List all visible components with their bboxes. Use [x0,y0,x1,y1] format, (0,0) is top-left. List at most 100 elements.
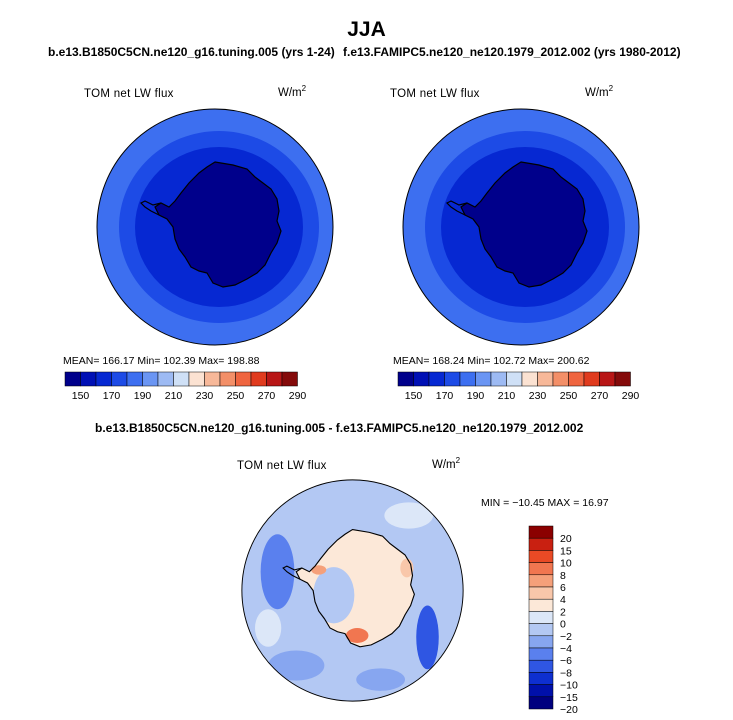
units-diff: W/m2 [432,456,461,471]
case-title-right: f.e13.FAMIPC5.ne120_ne120.1979_2012.002 … [343,45,681,59]
right-cbar-tick-label: 230 [529,390,547,402]
diff-cbar-swatch [528,550,554,563]
diff-cbar-swatch [528,562,554,576]
left-cbar-swatch [157,371,174,387]
right-cbar-swatch [490,371,507,387]
diff-cbar-tick-label: 10 [560,558,572,570]
diff-cbar-swatch [528,647,554,661]
left-cbar-tick-label: 250 [227,390,245,402]
right-cbar-swatch [459,371,476,387]
left-cbar-swatch [250,371,267,387]
diff-anomaly-region [255,609,282,647]
right-cbar-tick-label: 210 [498,390,516,402]
left-cbar-tick-label: 230 [196,390,214,402]
left-cbar-swatch [219,371,236,387]
panel-label-right: TOM net LW flux [390,88,480,100]
diff-anomaly-region [268,650,325,681]
diff-cbar-tick-label: 8 [560,570,566,582]
diff-cbar-tick-label: −10 [560,680,578,692]
right-cbar-swatch [583,371,600,387]
right-cbar-swatch [397,371,414,387]
left-cbar-swatch [142,371,159,387]
right-cbar-swatch [537,371,554,387]
right-continent [461,162,587,287]
stats-right: MEAN= 168.24 Min= 102.72 Max= 200.62 [393,355,590,367]
right-cbar-swatch [599,371,616,387]
right-cbar-tick-label: 170 [436,390,454,402]
left-cbar-swatch [95,371,112,387]
diff-anomaly-region [313,567,355,624]
diff-cbar-tick-label: 6 [560,582,566,594]
stats-diff: MIN = −10.45 MAX = 16.97 [481,497,609,509]
right-cbar-swatch [614,371,631,387]
diff-anomaly-region [345,628,369,643]
case-title-diff: b.e13.B1850C5CN.ne120_g16.tuning.005 - f… [95,421,584,435]
diff-cbar-tick-label: −15 [560,692,578,704]
right-cbar-swatch [521,371,538,387]
diff-cbar-tick-label: −6 [560,655,572,667]
left-cbar-tick-label: 190 [134,390,152,402]
left-coastline [154,161,282,288]
left-cbar-tick-label: 150 [72,390,90,402]
left-cbar-swatch [80,371,97,387]
left-continent [155,162,281,287]
diff-cbar-swatch [528,684,554,698]
left-cbar-swatch [204,371,221,387]
diff-cbar-swatch [528,574,554,588]
diff-cbar-swatch [528,696,554,710]
case-title-left: b.e13.B1850C5CN.ne120_g16.tuning.005 (yr… [48,45,335,59]
left-cbar-swatch [266,371,283,387]
diff-cbar-tick-label: −8 [560,667,572,679]
colorbar-right: 150 170 190 210 230 250 270 290 [397,371,639,402]
right-cbar-tick-label: 270 [591,390,609,402]
diff-cbar-tick-label: −2 [560,631,572,643]
right-cbar-swatch [552,371,569,387]
diff-anomaly-region [384,502,434,529]
left-cbar-tick-label: 290 [289,390,307,402]
left-cbar-tick-label: 170 [103,390,121,402]
diff-map-border [241,479,464,702]
diff-cbar-tick-label: 15 [560,545,572,557]
diff-peninsula [282,565,303,580]
diff-cbar-swatch [528,659,554,673]
left-cbar-swatch [111,371,128,387]
right-coastline [460,161,588,288]
diff-anomaly-region [356,668,405,691]
right-cbar-swatch [428,371,445,387]
units-left: W/m2 [278,84,307,99]
right-cbar-tick-label: 250 [560,390,578,402]
units-right: W/m2 [585,84,614,99]
diff-cbar-swatch [528,525,554,539]
diff-cbar-swatch [528,611,554,624]
left-cbar-tick-label: 270 [258,390,276,402]
left-cbar-swatch [126,371,143,387]
diff-cbar-tick-label: 4 [560,594,566,606]
diff-cbar-swatch [528,598,554,612]
diff-cbar-swatch [528,537,554,551]
left-cbar-tick-label: 210 [165,390,183,402]
panel-label-left: TOM net LW flux [84,88,174,100]
diff-cbar-swatch [528,623,554,637]
polar-map-diff [241,479,464,702]
diff-cbar-tick-label: −4 [560,643,572,655]
diff-cbar-tick-label: −20 [560,704,578,716]
polar-map-left [96,108,334,346]
right-cbar-swatch [506,371,523,387]
diff-cbar-swatch [528,635,554,649]
left-map-border [96,108,334,346]
right-map-border [402,108,640,346]
diff-cbar-tick-label: 20 [560,533,572,545]
left-peninsula [139,200,162,216]
colorbar-left: 150 170 190 210 230 250 270 290 [64,371,307,402]
right-cbar-tick-label: 150 [405,390,423,402]
diff-anomaly-region [260,534,295,610]
right-cbar-tick-label: 190 [467,390,485,402]
panel-label-diff: TOM net LW flux [237,460,327,472]
left-cbar-swatch [64,371,81,387]
diff-anomaly-region [416,605,439,670]
main-title: JJA [347,18,386,41]
left-cbar-swatch [281,371,298,387]
stats-left: MEAN= 166.17 Min= 102.39 Max= 198.88 [63,355,260,367]
diff-cbar-tick-label: 2 [560,606,566,618]
